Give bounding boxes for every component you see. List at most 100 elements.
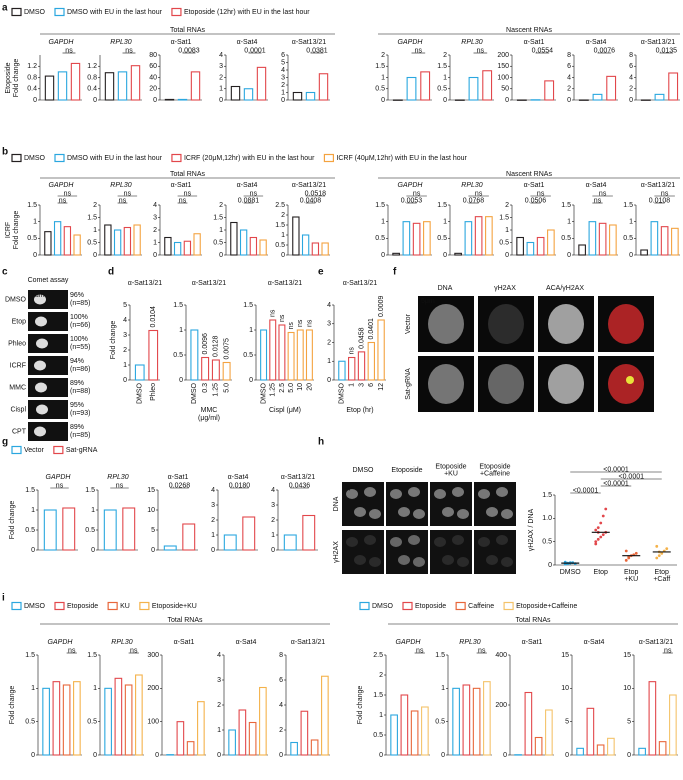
y-tick-label: 8 — [567, 52, 571, 59]
y-tick-label: 0 — [155, 752, 159, 759]
bar — [104, 687, 112, 756]
y-tick-label: 2 — [379, 672, 383, 679]
chart-title: α-Sat4 — [584, 639, 605, 646]
micrograph — [474, 530, 516, 574]
column-header: +KU — [444, 470, 458, 477]
point — [634, 551, 638, 555]
bar — [148, 329, 159, 381]
x-tick-label: Etop — [594, 569, 609, 576]
y-tick-label: 1.5 — [623, 202, 633, 209]
chart-title: RPL30 — [111, 639, 133, 646]
y-tick-label: 2 — [219, 202, 223, 209]
y-tick-label: 0 — [249, 377, 253, 384]
y-tick-label: 8 — [279, 652, 283, 659]
comet-image — [28, 290, 68, 309]
chart-title: α-Sat4 — [237, 39, 258, 46]
bar — [73, 681, 81, 756]
y-tick-label: 2 — [279, 727, 283, 734]
y-tick-label: 2 — [219, 74, 223, 81]
bar — [130, 65, 141, 101]
row-label: MMC — [9, 384, 26, 391]
chart-title: α-Sat1 — [171, 182, 192, 189]
point — [594, 528, 598, 532]
legend-label: DMSO — [24, 603, 46, 610]
p-value: ns — [130, 647, 138, 654]
bar — [367, 341, 375, 381]
bar — [547, 229, 555, 256]
legend-swatch — [171, 7, 182, 17]
bar — [348, 356, 356, 381]
p-value: ns — [416, 647, 424, 654]
bar — [671, 227, 679, 256]
p-value: 0.0001 — [244, 47, 266, 54]
bar — [412, 222, 421, 256]
nucleus — [428, 304, 464, 344]
y-tick-label: 4 — [217, 652, 221, 659]
p-value: 0.0083 — [178, 47, 200, 54]
y-tick-label: 0.5 — [213, 239, 223, 246]
column-header: DNA — [438, 285, 453, 292]
p-value: ns — [124, 190, 132, 197]
percent: 89% — [70, 380, 84, 387]
y-tick-label: 1 — [93, 227, 97, 234]
y-tick-label: 4 — [123, 317, 127, 324]
y-tick-label: 2 — [505, 202, 509, 209]
y-tick-label: 2 — [443, 52, 447, 59]
p-value: <0.0001 — [619, 473, 645, 480]
bar — [163, 545, 177, 551]
x-tick-label: 1 — [349, 383, 356, 387]
y-tick-label: 1.5 — [437, 63, 447, 70]
y-tick-label: 0 — [153, 252, 157, 259]
chart-title: α-Sat13/21 — [192, 280, 227, 287]
group-header: Nascent RNAs — [506, 171, 552, 178]
chart-title: α-Sat4 — [586, 39, 607, 46]
bar — [545, 709, 553, 756]
chart-title: GAPDH — [49, 39, 75, 46]
panel-title: Comet assay — [28, 277, 69, 284]
y-tick-label: 0 — [93, 97, 97, 104]
p-value: 0.0096 — [202, 333, 209, 355]
y-tick-label: 0 — [629, 252, 633, 259]
nucleus — [346, 489, 358, 499]
y-tick-label: 5 — [151, 527, 155, 534]
chart-title: α-Sat4 — [586, 182, 607, 189]
x-axis-label: (μg/ml) — [198, 415, 220, 422]
p-value: ns — [306, 319, 313, 327]
row-label: γH2AX — [333, 541, 340, 563]
y-tick-label: 2 — [93, 202, 97, 209]
y-tick-label: 1 — [31, 507, 35, 514]
nucleus — [548, 304, 584, 344]
y-tick-label: 0.5 — [437, 235, 447, 242]
bar — [124, 684, 133, 756]
y-tick-label: 3 — [281, 74, 285, 81]
p-value: ns — [594, 197, 602, 204]
y-tick-label: 3 — [211, 502, 215, 509]
point — [660, 551, 664, 555]
y-tick-label: 1 — [153, 239, 157, 246]
y-axis-label: Fold change — [13, 59, 20, 98]
bar — [190, 329, 199, 381]
legend-label: ICRF (20μM,12hr) with EU in the last hou… — [184, 155, 315, 162]
p-value: 0.0268 — [169, 482, 191, 489]
bar — [177, 98, 188, 101]
y-tick-label: 1.5 — [437, 202, 447, 209]
bar — [43, 509, 57, 551]
bar — [249, 236, 258, 256]
row-label: Phleo — [8, 340, 26, 347]
bar — [117, 71, 128, 101]
y-tick-label: 1.2 — [27, 63, 37, 70]
legend-swatch — [323, 153, 335, 163]
chart-title: α-Sat1 — [522, 639, 543, 646]
y-tick-label: 0 — [443, 252, 447, 259]
bar — [474, 216, 483, 256]
bar — [300, 710, 309, 756]
x-tick-label: 20 — [306, 383, 313, 391]
point — [599, 521, 603, 525]
y-axis-label: ICRF — [5, 222, 12, 238]
bar — [259, 686, 267, 756]
p-value: ns — [56, 482, 64, 489]
y-tick-label: 15 — [147, 487, 155, 494]
nucleus — [369, 557, 381, 567]
p-value: ns — [68, 647, 76, 654]
bar — [173, 241, 182, 256]
